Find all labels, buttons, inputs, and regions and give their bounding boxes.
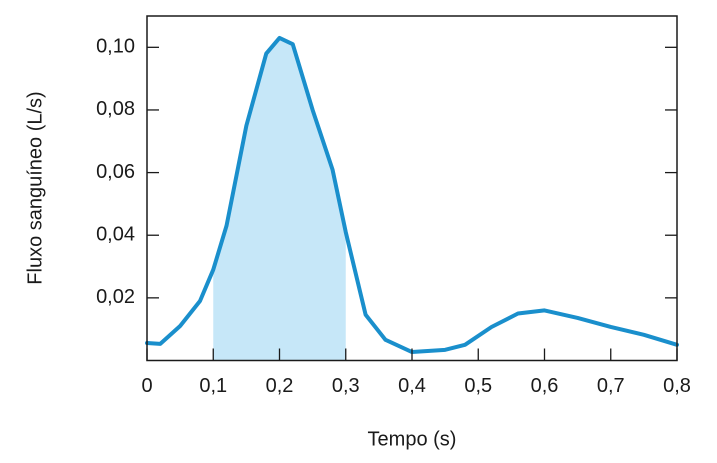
x-tick-label: 0,2: [266, 375, 294, 397]
x-tick-label: 0: [141, 375, 152, 397]
x-axis-label: Tempo (s): [368, 428, 457, 450]
y-tick-label: 0,10: [96, 36, 135, 58]
y-axis-label: Fluxo sanguíneo (L/s): [24, 91, 46, 284]
shaded-area: [213, 37, 346, 361]
x-tick-label: 0,5: [464, 375, 492, 397]
x-tick-label: 0,6: [531, 375, 559, 397]
x-tick-label: 0,8: [663, 375, 691, 397]
x-tick-label: 0,4: [398, 375, 426, 397]
y-tick-label: 0,02: [96, 286, 135, 308]
y-tick-label: 0,04: [96, 224, 135, 246]
x-tick-label: 0,7: [597, 375, 625, 397]
x-tick-label: 0,1: [199, 375, 227, 397]
y-tick-label: 0,08: [96, 98, 135, 120]
y-tick-label: 0,06: [96, 161, 135, 183]
x-tick-label: 0,3: [332, 375, 360, 397]
data-line: [145, 35, 679, 355]
